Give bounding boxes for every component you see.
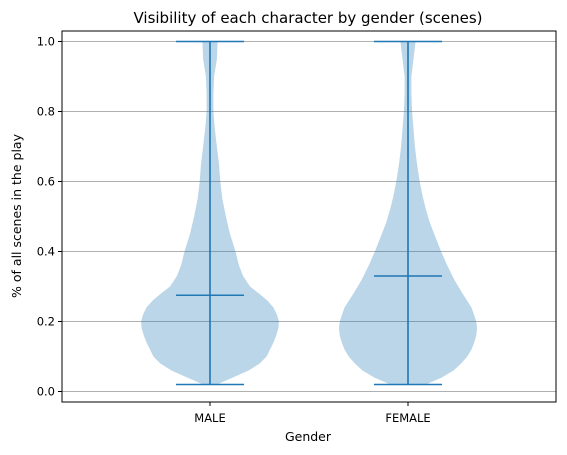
y-axis-label: % of all scenes in the play xyxy=(9,133,24,298)
x-axis-ticks: MALE FEMALE xyxy=(194,402,431,425)
violin-plots xyxy=(141,40,477,386)
x-tick-label: MALE xyxy=(194,411,225,425)
chart-title: Visibility of each character by gender (… xyxy=(133,9,482,27)
plot-frame xyxy=(61,30,557,403)
y-tick-label: 0.6 xyxy=(37,175,55,189)
y-axis-ticks: 0.0 0.2 0.4 0.6 0.8 1.0 xyxy=(37,35,62,399)
y-tick-label: 0.8 xyxy=(37,105,55,119)
y-tick-label: 1.0 xyxy=(37,35,55,49)
y-tick-label: 0.0 xyxy=(37,385,55,399)
x-axis-label: Gender xyxy=(285,429,332,444)
y-tick-label: 0.2 xyxy=(37,315,55,329)
x-tick-label: FEMALE xyxy=(385,411,430,425)
y-tick-label: 0.4 xyxy=(37,245,55,259)
gridlines xyxy=(62,41,556,392)
